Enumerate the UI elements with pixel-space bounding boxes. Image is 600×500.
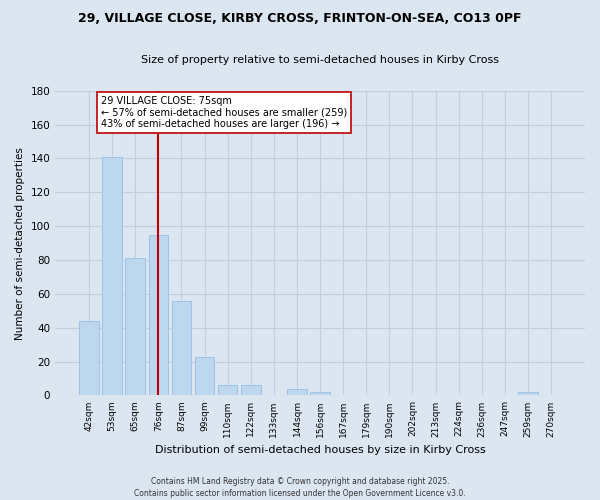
Bar [518,392,538,396]
Bar [241,386,260,396]
Text: 29, VILLAGE CLOSE, KIRBY CROSS, FRINTON-ON-SEA, CO13 0PF: 29, VILLAGE CLOSE, KIRBY CROSS, FRINTON-… [78,12,522,26]
Text: 29 VILLAGE CLOSE: 75sqm
← 57% of semi-detached houses are smaller (259)
43% of s: 29 VILLAGE CLOSE: 75sqm ← 57% of semi-de… [101,96,347,129]
Title: Size of property relative to semi-detached houses in Kirby Cross: Size of property relative to semi-detach… [141,55,499,65]
Bar [310,392,330,396]
Bar [172,300,191,396]
Bar [125,258,145,396]
Bar [287,388,307,396]
Bar [195,356,214,396]
Bar [103,157,122,396]
Bar [218,386,238,396]
X-axis label: Distribution of semi-detached houses by size in Kirby Cross: Distribution of semi-detached houses by … [155,445,485,455]
Y-axis label: Number of semi-detached properties: Number of semi-detached properties [15,146,25,340]
Bar [149,234,168,396]
Text: Contains HM Land Registry data © Crown copyright and database right 2025.
Contai: Contains HM Land Registry data © Crown c… [134,476,466,498]
Bar [79,321,99,396]
